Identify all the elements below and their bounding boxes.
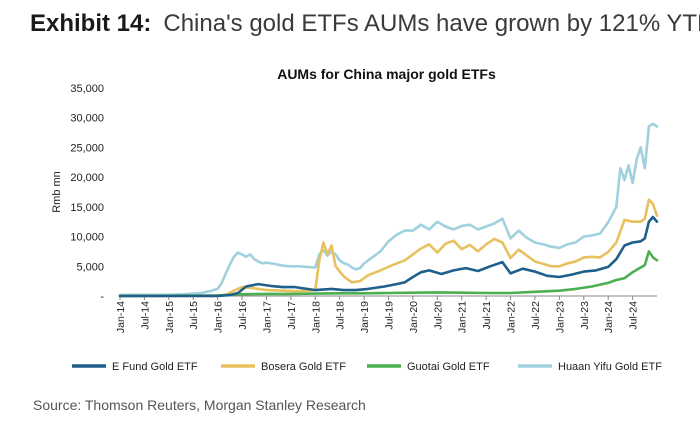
x-tick-label: Jan-14 bbox=[115, 301, 127, 333]
x-tick-label: Jul-20 bbox=[432, 301, 444, 330]
legend-label: Huaan Yifu Gold ETF bbox=[558, 361, 662, 373]
y-tick-label: 35,000 bbox=[70, 83, 104, 95]
exhibit-label: Exhibit 14: bbox=[30, 10, 152, 37]
x-tick-label: Jan-16 bbox=[213, 301, 225, 333]
x-tick-label: Jan-17 bbox=[261, 301, 273, 333]
x-tick-label: Jul-22 bbox=[530, 301, 542, 330]
series-line-huaan-yifu-gold-etf bbox=[118, 122, 659, 297]
x-tick-label: Jan-18 bbox=[310, 301, 322, 333]
y-tick-label: 20,000 bbox=[70, 172, 104, 184]
x-tick-label: Jul-21 bbox=[481, 301, 493, 330]
series-line-guotai-gold-etf bbox=[118, 250, 659, 298]
x-tick-label: Jul-18 bbox=[335, 301, 347, 330]
legend-label: Bosera Gold ETF bbox=[261, 361, 346, 373]
y-tick-label: - bbox=[100, 291, 104, 303]
y-tick-label: 25,000 bbox=[70, 142, 104, 154]
series-line-bosera-gold-etf bbox=[118, 198, 659, 298]
x-tick-label: Jul-23 bbox=[579, 301, 591, 330]
source-note: Source: Thomson Reuters, Morgan Stanley … bbox=[33, 397, 366, 413]
y-axis-label: Rmb mn bbox=[51, 171, 63, 213]
exhibit-title: China's gold ETFs AUMs have grown by 121… bbox=[163, 10, 700, 37]
legend-label: Guotai Gold ETF bbox=[407, 361, 490, 373]
legend-label: E Fund Gold ETF bbox=[112, 361, 198, 373]
x-tick-label: Jan-21 bbox=[457, 301, 469, 333]
series-line-e-fund-gold-etf bbox=[118, 215, 659, 298]
x-tick-label: Jul-15 bbox=[188, 301, 200, 330]
y-tick-label: 10,000 bbox=[70, 232, 104, 244]
x-tick-label: Jan-23 bbox=[554, 301, 566, 333]
y-tick-label: 5,000 bbox=[76, 261, 104, 273]
x-tick-label: Jan-20 bbox=[408, 301, 420, 333]
y-tick-label: 15,000 bbox=[70, 202, 104, 214]
x-tick-label: Jan-15 bbox=[164, 301, 176, 333]
x-tick-label: Jul-14 bbox=[139, 301, 151, 330]
y-tick-label: 30,000 bbox=[70, 113, 104, 125]
x-tick-label: Jul-19 bbox=[384, 301, 396, 330]
exhibit-header: Exhibit 14: China's gold ETFs AUMs have g… bbox=[30, 10, 700, 38]
x-tick-label: Jan-24 bbox=[603, 301, 615, 333]
x-tick-label: Jan-19 bbox=[359, 301, 371, 333]
x-tick-label: Jan-22 bbox=[506, 301, 518, 333]
x-tick-label: Jul-24 bbox=[628, 301, 640, 330]
x-tick-label: Jul-17 bbox=[286, 301, 298, 330]
x-tick-label: Jul-16 bbox=[237, 301, 249, 330]
chart-title: AUMs for China major gold ETFs bbox=[277, 66, 496, 82]
